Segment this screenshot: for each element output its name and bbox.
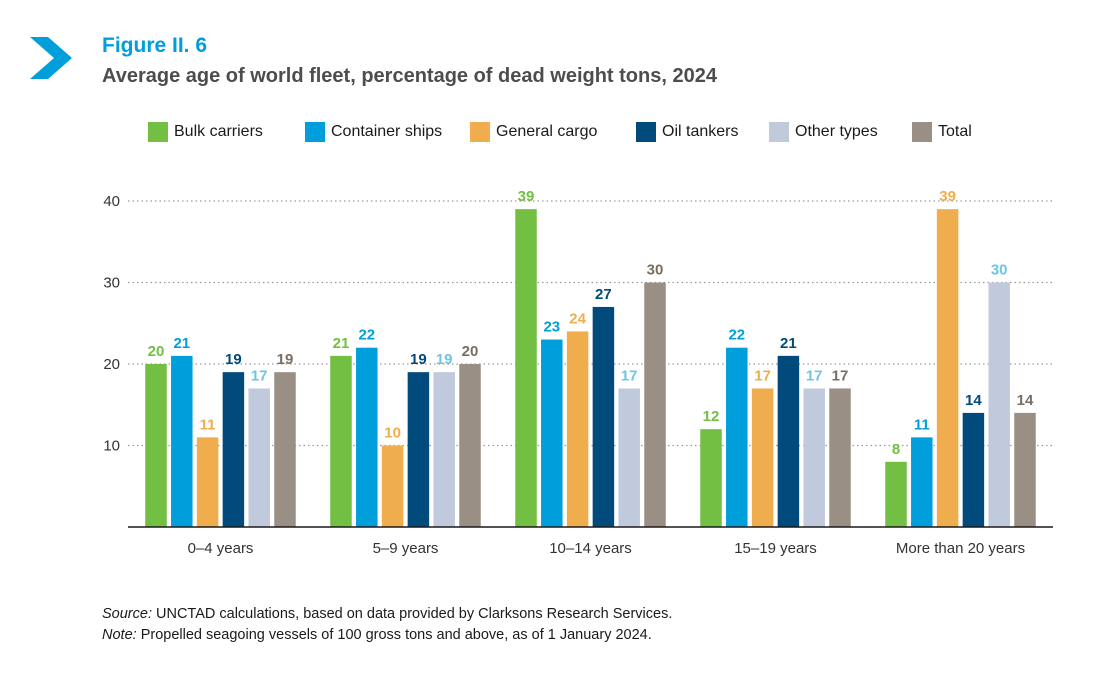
bar (515, 209, 537, 527)
data-label: 20 (462, 343, 479, 360)
data-label: 21 (333, 335, 350, 352)
data-label: 39 (518, 188, 535, 205)
legend-label: General cargo (496, 123, 598, 140)
data-label: 11 (200, 416, 216, 433)
bar (1014, 412, 1036, 527)
data-label: 10 (384, 425, 401, 442)
legend-swatch (636, 122, 656, 142)
bar (171, 355, 193, 527)
data-label: 22 (358, 327, 375, 344)
legend-swatch (912, 122, 932, 142)
data-label: 14 (1017, 392, 1034, 409)
bar (145, 364, 167, 527)
x-tick-label: More than 20 years (896, 540, 1025, 557)
y-tick-label: 20 (103, 356, 120, 373)
source-text: UNCTAD calculations, based on data provi… (151, 606, 673, 622)
data-label: 19 (436, 351, 453, 368)
legend-label: Bulk carriers (174, 123, 263, 140)
y-tick-label: 30 (103, 275, 120, 292)
data-label: 14 (965, 392, 982, 409)
data-label: 17 (251, 367, 268, 384)
data-label: 30 (647, 262, 664, 279)
data-label: 22 (728, 327, 745, 344)
data-label: 23 (543, 319, 560, 336)
bar (962, 412, 985, 527)
bar (381, 445, 404, 527)
bar (541, 339, 563, 527)
data-label: 17 (754, 367, 771, 384)
bar (885, 461, 907, 527)
legend-item: Bulk carriers (148, 121, 263, 143)
x-tick-label: 15–19 years (734, 540, 817, 557)
source-note: Source: UNCTAD calculations, based on da… (102, 606, 672, 622)
legend-label: Container ships (331, 123, 443, 140)
bar (566, 331, 589, 527)
bar (248, 388, 270, 527)
data-label: 24 (569, 310, 586, 327)
legend-swatch (470, 122, 490, 142)
data-label: 19 (225, 351, 242, 368)
note-prefix: Note: (102, 627, 137, 643)
chevron-logo-icon (30, 37, 72, 79)
bar (644, 282, 666, 527)
bar (936, 209, 959, 527)
bar (356, 347, 378, 527)
note-body: Propelled seagoing vessels of 100 gross … (136, 627, 652, 643)
note-text: Note: Propelled seagoing vessels of 100 … (102, 627, 652, 643)
bar (911, 437, 933, 527)
legend-item: Total (912, 121, 972, 143)
bar (274, 372, 296, 527)
bar (751, 388, 774, 527)
data-label: 30 (991, 262, 1008, 279)
x-tick-label: 0–4 years (188, 540, 254, 557)
legend-item: Oil tankers (636, 121, 738, 143)
x-tick-label: 5–9 years (373, 540, 439, 557)
bar (988, 282, 1010, 527)
y-tick-label: 10 (103, 438, 120, 455)
legend-item: General cargo (470, 121, 597, 143)
data-label: 11 (914, 416, 930, 433)
bar (407, 372, 430, 527)
bar (330, 355, 352, 527)
legend-swatch (769, 122, 789, 142)
data-label: 17 (832, 367, 849, 384)
data-label: 8 (892, 441, 900, 458)
data-label: 17 (806, 367, 823, 384)
bar (459, 364, 481, 527)
data-label: 39 (939, 188, 956, 205)
bar (592, 306, 615, 527)
data-label: 20 (148, 343, 165, 360)
data-label: 12 (703, 408, 720, 425)
bar (803, 388, 825, 527)
legend-swatch (148, 122, 168, 142)
legend-item: Container ships (305, 121, 442, 143)
bar (196, 437, 219, 527)
x-tick-label: 10–14 years (549, 540, 632, 557)
bar (829, 388, 851, 527)
y-tick-label: 40 (103, 193, 120, 210)
data-label: 19 (277, 351, 294, 368)
legend-label: Other types (795, 123, 878, 140)
bar (700, 429, 722, 527)
legend-item: Other types (769, 121, 878, 143)
bar (777, 355, 800, 527)
figure-label: Figure II. 6 (102, 34, 208, 57)
bar (222, 372, 245, 527)
source-prefix: Source: (102, 606, 152, 622)
bar (726, 347, 748, 527)
data-label: 21 (780, 335, 797, 352)
legend-label: Oil tankers (662, 123, 739, 140)
legend-label: Total (938, 123, 972, 140)
data-label: 17 (621, 367, 638, 384)
bar (618, 388, 640, 527)
data-label: 21 (173, 335, 190, 352)
figure-title: Average age of world fleet, percentage o… (102, 65, 717, 87)
legend-swatch (305, 122, 325, 142)
data-label: 27 (595, 286, 612, 303)
data-label: 19 (410, 351, 427, 368)
bar (433, 372, 455, 527)
